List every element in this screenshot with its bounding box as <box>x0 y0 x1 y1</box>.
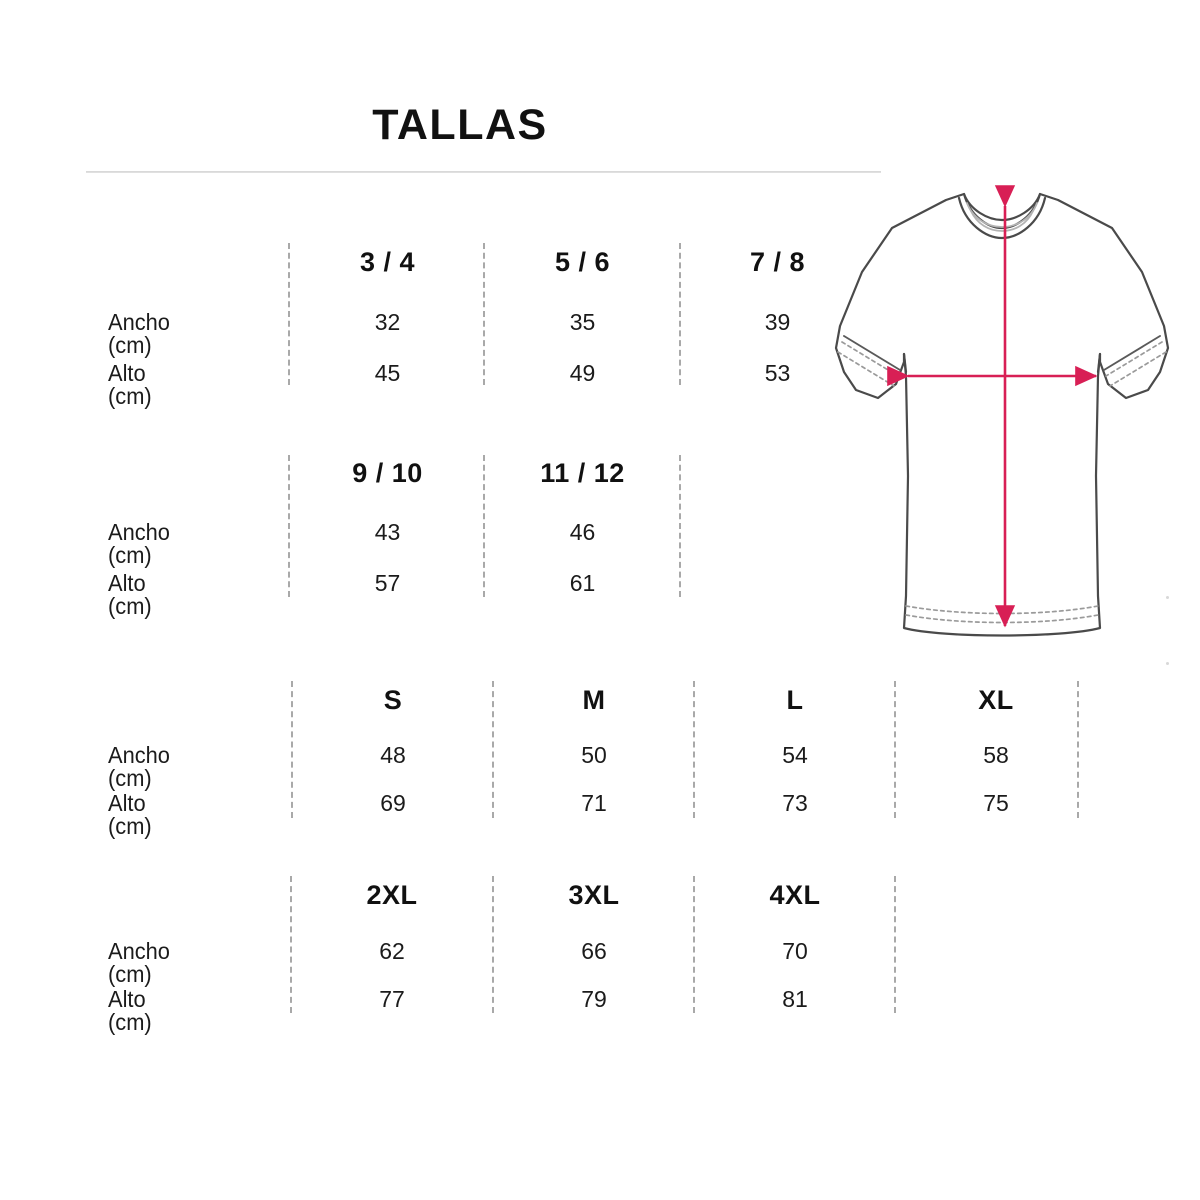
column-header: M <box>582 685 606 715</box>
column-divider <box>1077 681 1079 818</box>
table-cell: 35 <box>569 309 596 335</box>
column-header: L <box>786 685 804 715</box>
table-cell: 48 <box>380 742 406 768</box>
column-divider <box>288 243 290 385</box>
row-label-alto: Alto (cm) <box>108 570 152 619</box>
column-header: 11 / 12 <box>540 458 625 488</box>
scan-artifact <box>1166 662 1169 665</box>
table-cell: 73 <box>782 790 808 816</box>
row-label-ancho: Ancho (cm) <box>108 309 170 358</box>
bottom-hem-stitching <box>905 605 1099 624</box>
page-title: TALLAS <box>372 101 548 149</box>
table-cell: 77 <box>379 986 405 1012</box>
column-header: 5 / 6 <box>554 247 611 277</box>
title-divider-rule <box>86 171 881 173</box>
column-header: S <box>383 685 403 715</box>
table-cell: 50 <box>581 742 607 768</box>
tshirt-outline <box>834 192 1170 637</box>
column-divider <box>291 681 293 818</box>
table-cell: 53 <box>764 360 791 386</box>
tshirt-diagram <box>812 176 1192 666</box>
table-cell: 46 <box>569 519 596 545</box>
scan-artifact <box>1166 596 1169 599</box>
table-cell: 71 <box>581 790 607 816</box>
column-divider <box>894 681 896 818</box>
column-divider <box>894 876 896 1013</box>
column-header: 3 / 4 <box>359 247 416 277</box>
column-header: 3XL <box>568 880 620 910</box>
column-divider <box>290 876 292 1013</box>
column-divider <box>288 455 290 597</box>
column-header: XL <box>978 685 1014 715</box>
table-cell: 43 <box>374 519 401 545</box>
column-header: 9 / 10 <box>352 458 423 488</box>
sleeve-hem-edge <box>843 335 1161 371</box>
row-label-ancho: Ancho (cm) <box>108 742 170 791</box>
table-cell: 39 <box>764 309 791 335</box>
table-cell: 69 <box>380 790 406 816</box>
table-cell: 57 <box>374 570 401 596</box>
sleeve-hem-stitching <box>837 341 1167 387</box>
table-cell: 66 <box>581 938 607 964</box>
table-cell: 49 <box>569 360 596 386</box>
table-cell: 32 <box>374 309 401 335</box>
row-label-ancho: Ancho (cm) <box>108 519 170 568</box>
row-label-ancho: Ancho (cm) <box>108 938 170 987</box>
table-cell: 70 <box>782 938 808 964</box>
column-divider <box>483 243 485 385</box>
column-divider <box>679 455 681 597</box>
table-cell: 75 <box>983 790 1009 816</box>
table-cell: 58 <box>983 742 1009 768</box>
table-cell: 62 <box>379 938 405 964</box>
column-header: 4XL <box>769 880 821 910</box>
table-cell: 81 <box>782 986 808 1012</box>
table-cell: 45 <box>374 360 401 386</box>
column-divider <box>693 876 695 1013</box>
column-divider <box>679 243 681 385</box>
column-divider <box>483 455 485 597</box>
collar-ribbing <box>966 202 1038 232</box>
column-divider <box>492 876 494 1013</box>
column-divider <box>693 681 695 818</box>
column-header: 2XL <box>366 880 418 910</box>
table-cell: 54 <box>782 742 808 768</box>
row-label-alto: Alto (cm) <box>108 360 152 409</box>
row-label-alto: Alto (cm) <box>108 790 152 839</box>
column-header: 7 / 8 <box>749 247 806 277</box>
table-cell: 61 <box>569 570 596 596</box>
column-divider <box>492 681 494 818</box>
row-label-alto: Alto (cm) <box>108 986 152 1035</box>
table-cell: 79 <box>581 986 607 1012</box>
